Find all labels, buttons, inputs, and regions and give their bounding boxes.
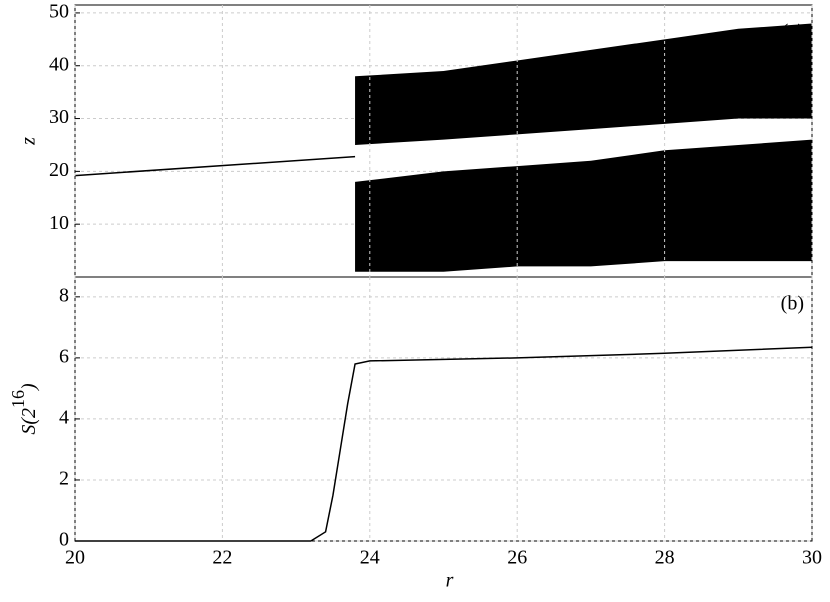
x-tick-label: 22 bbox=[212, 547, 232, 569]
y-tick-label: 8 bbox=[59, 284, 69, 306]
y-axis-label: z bbox=[18, 137, 40, 146]
y-label-base: S(2 bbox=[18, 408, 40, 435]
y-tick-label: 4 bbox=[59, 407, 69, 429]
line bbox=[74, 155, 356, 177]
panel: 10 20 30 40 50 (a) z bbox=[18, 1, 812, 272]
y-tick-label: 6 bbox=[59, 345, 69, 367]
y-tick-label: 50 bbox=[49, 1, 69, 23]
y-label-sup: 16 bbox=[8, 390, 28, 408]
x-tick-label: 24 bbox=[360, 547, 380, 569]
y-tick-label: 20 bbox=[49, 159, 69, 181]
line bbox=[75, 346, 813, 542]
panel-label: (a) bbox=[782, 21, 804, 43]
y-tick-label: 2 bbox=[59, 468, 69, 490]
y-tick-label: 10 bbox=[49, 212, 69, 234]
x-tick-label: 20 bbox=[65, 547, 85, 569]
chaotic-band bbox=[355, 23, 812, 145]
chaotic-band bbox=[355, 139, 812, 272]
panel-label: (b) bbox=[781, 293, 804, 315]
y-label-close: ) bbox=[18, 383, 40, 391]
y-tick-label: 40 bbox=[49, 53, 69, 75]
y-tick-label: 0 bbox=[59, 529, 69, 551]
y-tick-label: 30 bbox=[49, 106, 69, 128]
y-axis-label: S(216) bbox=[8, 383, 39, 435]
x-tick-label: 26 bbox=[507, 547, 527, 569]
x-tick-label: 28 bbox=[655, 547, 675, 569]
x-tick-label: 30 bbox=[802, 547, 822, 569]
x-axis-label: r bbox=[446, 570, 454, 592]
